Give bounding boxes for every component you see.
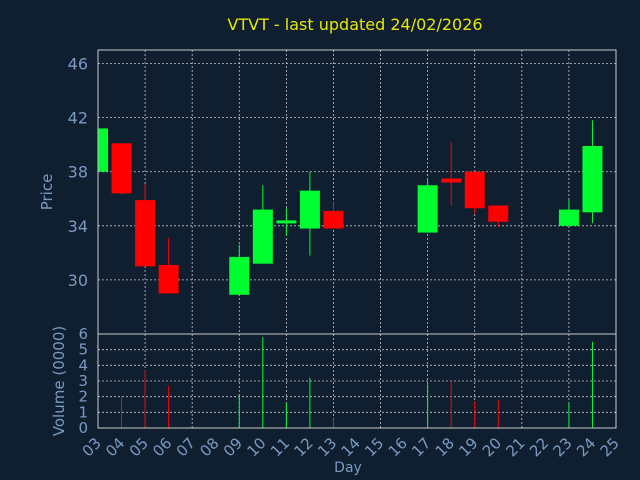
x-tick-label: 12	[291, 434, 317, 460]
x-tick-label: 11	[267, 434, 293, 460]
x-tick-label: 04	[102, 434, 128, 460]
x-tick-label: 07	[173, 434, 199, 460]
price-tick-label: 42	[68, 109, 88, 128]
x-tick-label: 20	[479, 434, 505, 460]
candle-body	[558, 209, 579, 226]
x-tick-label: 06	[149, 434, 175, 460]
x-axis-label: Day	[334, 460, 362, 476]
volume-grid	[98, 334, 616, 428]
x-tick-label: 23	[550, 434, 576, 460]
volume-bars	[121, 337, 593, 428]
x-tick-label: 08	[196, 434, 222, 460]
x-tick-label: 18	[432, 434, 458, 460]
candle-body	[323, 210, 344, 229]
x-tick-label: 15	[361, 434, 387, 460]
x-tick-label: 17	[408, 434, 434, 460]
volume-tick-label: 1	[78, 403, 88, 421]
candle-body	[229, 256, 250, 295]
x-tick-label: 19	[455, 434, 481, 460]
x-tick-label: 03	[79, 434, 105, 460]
candle-body	[135, 200, 156, 267]
price-axis-label: Price	[38, 174, 56, 211]
volume-tick-label: 0	[78, 419, 88, 437]
candle-body	[417, 185, 438, 233]
candle-body	[158, 265, 179, 294]
price-tick-label: 38	[68, 163, 88, 182]
candle-body	[488, 205, 509, 222]
candle-body	[582, 146, 603, 213]
volume-tick-label: 6	[78, 325, 88, 343]
volume-axis-label: Volume (0000)	[50, 326, 68, 436]
x-tick-label: 10	[243, 434, 269, 460]
volume-panel-frame	[97, 333, 617, 429]
x-tick-labels: 0304050607080910111213141516171819202122…	[79, 434, 623, 460]
x-tick-label: 09	[220, 434, 246, 460]
candle-body	[111, 143, 132, 194]
x-tick-label: 13	[314, 434, 340, 460]
candles	[97, 120, 603, 295]
x-tick-label: 16	[385, 434, 411, 460]
x-tick-label: 05	[126, 434, 152, 460]
x-tick-label: 24	[573, 434, 599, 460]
x-tick-label: 21	[502, 434, 528, 460]
chart-title: VTVT - last updated 24/02/2026	[227, 15, 482, 34]
x-tick-label: 22	[526, 434, 552, 460]
candle-body	[441, 178, 462, 183]
price-tick-label: 30	[68, 271, 88, 290]
price-tick-label: 34	[68, 217, 88, 236]
candle-body	[276, 220, 297, 224]
candle-body	[299, 190, 320, 229]
volume-tick-label: 4	[78, 356, 88, 374]
candle-body	[252, 209, 273, 264]
price-tick-labels: 30 34 38 42 46	[68, 55, 88, 290]
x-tick-label: 14	[338, 434, 364, 460]
candle-body	[98, 128, 108, 172]
volume-tick-label: 2	[78, 388, 88, 406]
candle-body	[464, 171, 485, 209]
volume-tick-label: 3	[78, 372, 88, 390]
volume-tick-label: 5	[78, 341, 88, 359]
price-tick-label: 46	[68, 55, 88, 74]
x-tick-label: 25	[597, 434, 623, 460]
